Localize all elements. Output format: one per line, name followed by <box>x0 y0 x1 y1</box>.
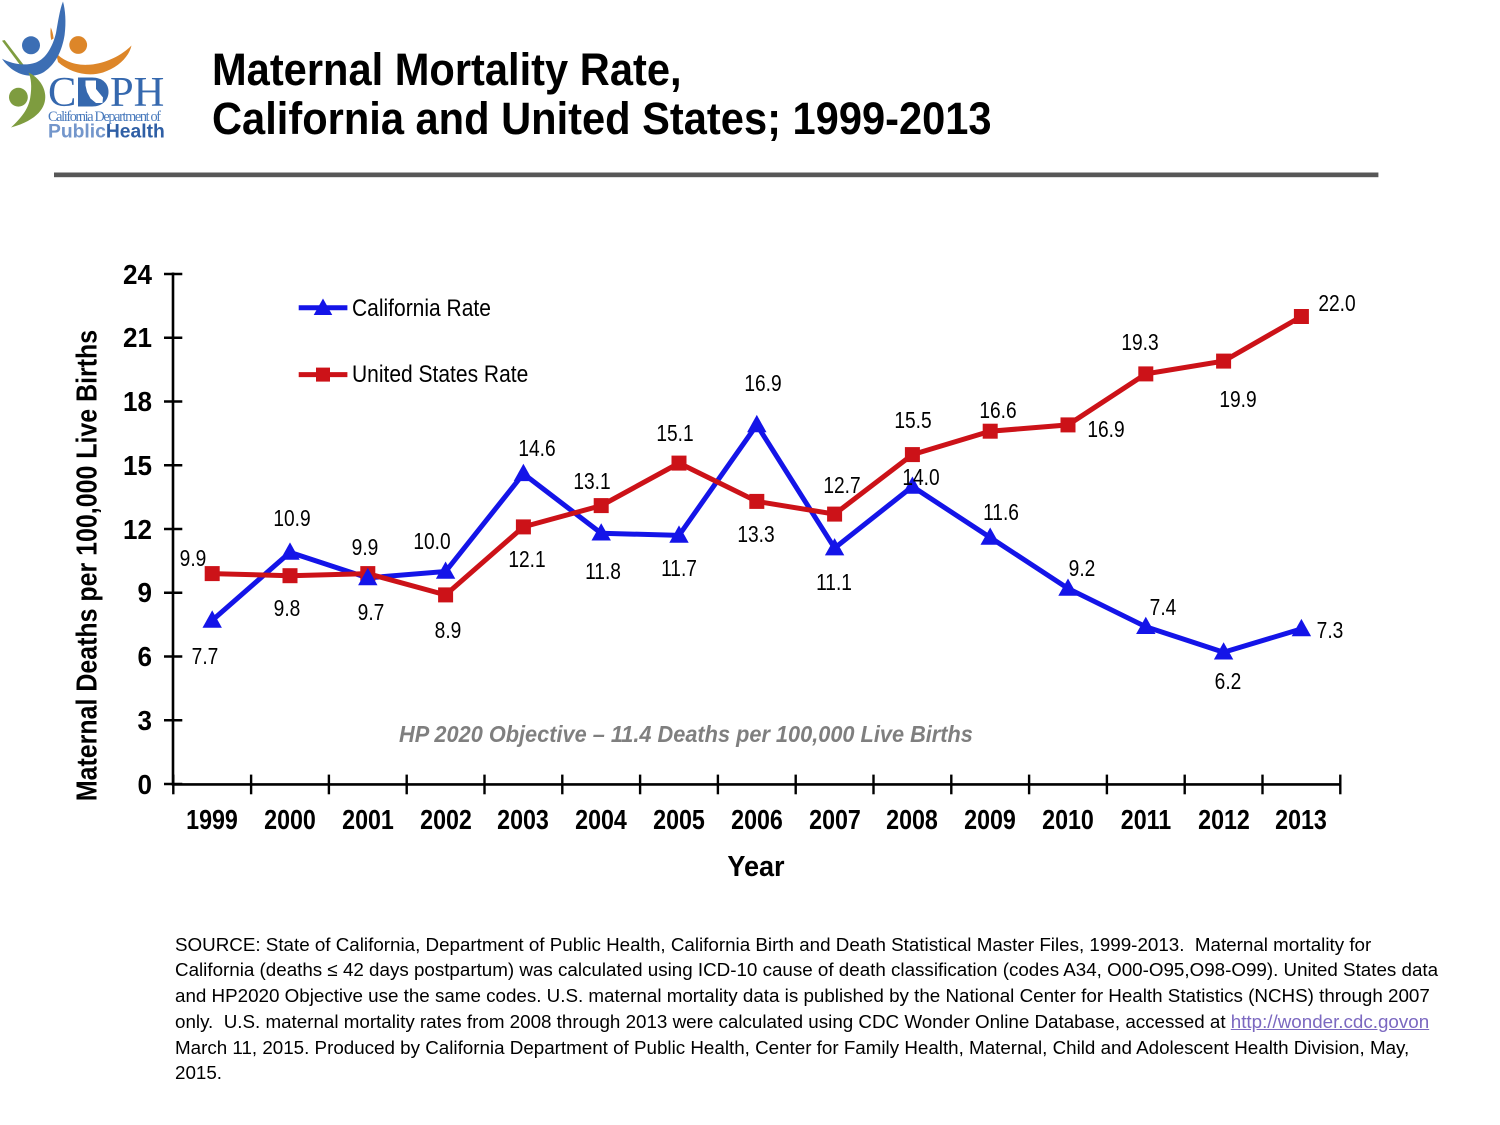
svg-text:C: C <box>48 69 76 116</box>
svg-text:California Department of: California Department of <box>48 109 161 125</box>
svg-text:PH: PH <box>110 69 164 116</box>
svg-text:PublicHealth: PublicHealth <box>48 121 165 142</box>
